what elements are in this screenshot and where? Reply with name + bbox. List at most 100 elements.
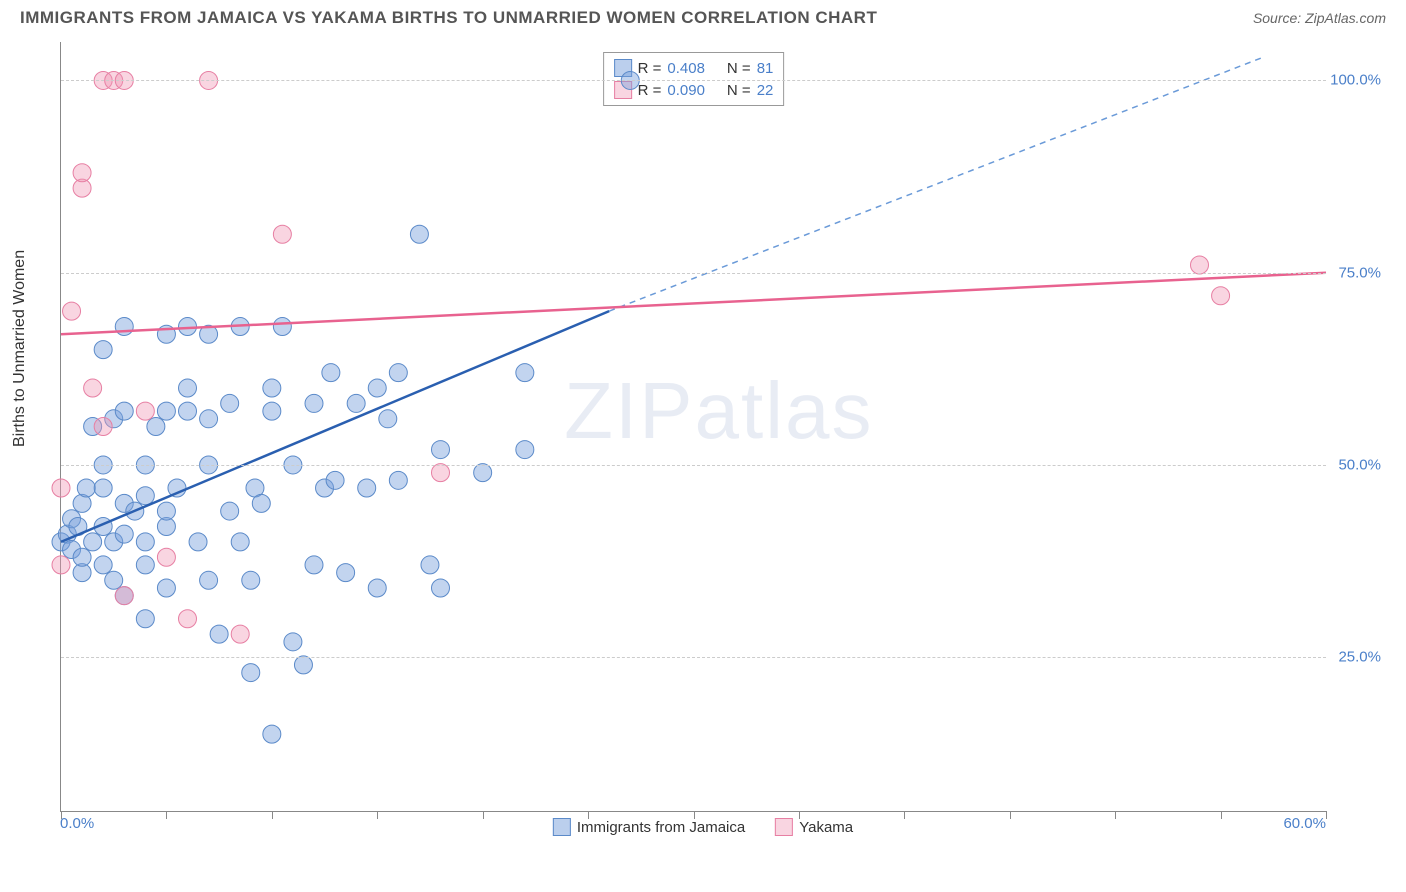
- data-point: [305, 394, 323, 412]
- data-point: [136, 533, 154, 551]
- data-point: [105, 571, 123, 589]
- data-point: [368, 579, 386, 597]
- chart-container: Births to Unmarried Women ZIPatlas R = 0…: [20, 32, 1386, 862]
- swatch-blue-icon: [553, 818, 571, 836]
- x-tick: [483, 811, 484, 819]
- trend-line: [61, 273, 1326, 335]
- data-point: [52, 556, 70, 574]
- data-point: [421, 556, 439, 574]
- y-tick-label: 75.0%: [1338, 264, 1381, 281]
- data-point: [115, 525, 133, 543]
- data-point: [231, 533, 249, 551]
- gridline: [61, 465, 1326, 466]
- x-tick: [1221, 811, 1222, 819]
- data-point: [179, 402, 197, 420]
- legend-item-1: Immigrants from Jamaica: [553, 818, 745, 836]
- gridline: [61, 273, 1326, 274]
- data-point: [136, 402, 154, 420]
- data-point: [157, 579, 175, 597]
- data-point: [84, 379, 102, 397]
- data-point: [294, 656, 312, 674]
- chart-title: IMMIGRANTS FROM JAMAICA VS YAKAMA BIRTHS…: [20, 8, 877, 28]
- data-point: [179, 610, 197, 628]
- data-point: [242, 571, 260, 589]
- data-point: [94, 479, 112, 497]
- data-point: [200, 571, 218, 589]
- data-point: [410, 225, 428, 243]
- plot-svg: [61, 42, 1326, 811]
- data-point: [516, 441, 534, 459]
- x-tick: [377, 811, 378, 819]
- data-point: [94, 418, 112, 436]
- data-point: [379, 410, 397, 428]
- data-point: [368, 379, 386, 397]
- data-point: [273, 225, 291, 243]
- data-point: [147, 418, 165, 436]
- data-point: [322, 364, 340, 382]
- data-point: [136, 556, 154, 574]
- data-point: [189, 533, 207, 551]
- data-point: [200, 410, 218, 428]
- x-axis-min-label: 0.0%: [60, 815, 94, 832]
- data-point: [136, 487, 154, 505]
- data-point: [432, 464, 450, 482]
- y-axis-label: Births to Unmarried Women: [11, 250, 29, 447]
- data-point: [94, 556, 112, 574]
- plot-area: ZIPatlas R = 0.408 N = 81 R = 0.090 N = …: [60, 42, 1326, 812]
- data-point: [358, 479, 376, 497]
- data-point: [273, 318, 291, 336]
- data-point: [115, 402, 133, 420]
- data-point: [242, 664, 260, 682]
- data-point: [157, 402, 175, 420]
- data-point: [157, 548, 175, 566]
- data-point: [389, 471, 407, 489]
- x-tick: [272, 811, 273, 819]
- data-point: [516, 364, 534, 382]
- data-point: [210, 625, 228, 643]
- data-point: [115, 318, 133, 336]
- x-axis-max-label: 60.0%: [1283, 815, 1326, 832]
- data-point: [263, 402, 281, 420]
- data-point: [157, 502, 175, 520]
- data-point: [337, 564, 355, 582]
- x-tick: [1115, 811, 1116, 819]
- x-tick: [904, 811, 905, 819]
- data-point: [432, 579, 450, 597]
- data-point: [1191, 256, 1209, 274]
- gridline: [61, 80, 1326, 81]
- data-point: [305, 556, 323, 574]
- data-point: [115, 587, 133, 605]
- x-tick: [1010, 811, 1011, 819]
- data-point: [284, 633, 302, 651]
- x-tick: [166, 811, 167, 819]
- data-point: [231, 625, 249, 643]
- source-attribution: Source: ZipAtlas.com: [1253, 10, 1386, 26]
- y-tick-label: 100.0%: [1330, 72, 1381, 89]
- header-bar: IMMIGRANTS FROM JAMAICA VS YAKAMA BIRTHS…: [0, 0, 1406, 32]
- data-point: [179, 379, 197, 397]
- data-point: [347, 394, 365, 412]
- gridline: [61, 657, 1326, 658]
- data-point: [73, 164, 91, 182]
- legend-item-2: Yakama: [775, 818, 853, 836]
- data-point: [263, 725, 281, 743]
- data-point: [84, 533, 102, 551]
- y-tick-label: 50.0%: [1338, 456, 1381, 473]
- data-point: [77, 479, 95, 497]
- data-point: [136, 610, 154, 628]
- data-point: [432, 441, 450, 459]
- data-point: [1212, 287, 1230, 305]
- data-point: [63, 302, 81, 320]
- trend-line: [61, 311, 609, 542]
- data-point: [474, 464, 492, 482]
- legend-label: Immigrants from Jamaica: [577, 819, 745, 836]
- data-point: [73, 548, 91, 566]
- swatch-pink-icon: [775, 818, 793, 836]
- legend-label: Yakama: [799, 819, 853, 836]
- series-legend: Immigrants from Jamaica Yakama: [553, 818, 853, 836]
- x-tick: [1326, 811, 1327, 819]
- data-point: [52, 479, 70, 497]
- data-point: [221, 394, 239, 412]
- y-tick-label: 25.0%: [1338, 649, 1381, 666]
- data-point: [326, 471, 344, 489]
